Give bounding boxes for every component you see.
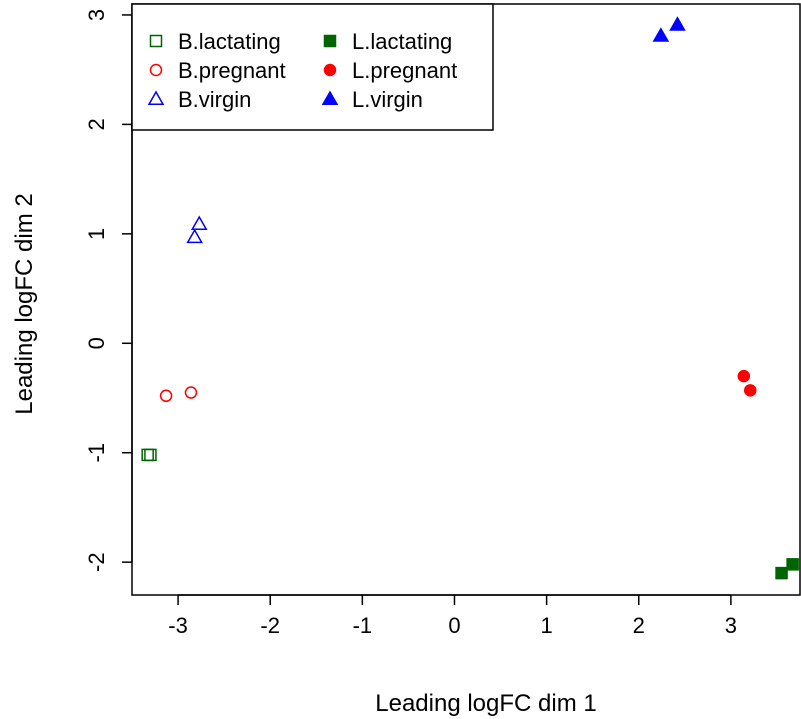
- legend: B.lactating L.lactating B.pregnant L.pregna…: [131, 3, 494, 131]
- x-tick-label: 1: [540, 613, 552, 638]
- data-point-l-virgin: [669, 16, 686, 31]
- y-tick-label: 2: [84, 118, 109, 130]
- legend-box: [131, 3, 494, 131]
- data-point-l-lactating: [786, 558, 799, 571]
- x-tick-label: 0: [448, 613, 460, 638]
- legend-label: L.lactating: [352, 29, 452, 54]
- data-points: [141, 16, 799, 580]
- legend-label: L.virgin: [352, 87, 423, 112]
- legend-label: L.pregnant: [352, 58, 457, 83]
- x-axis-label: Leading logFC dim 1: [375, 690, 596, 717]
- y-tick-label: 0: [84, 337, 109, 349]
- legend-label: B.lactating: [178, 29, 281, 54]
- legend-label: B.pregnant: [178, 58, 286, 83]
- x-tick-label: -2: [260, 613, 280, 638]
- x-tick-label: -3: [168, 613, 188, 638]
- x-tick-label: 2: [633, 613, 645, 638]
- legend-label: B.virgin: [178, 87, 251, 112]
- data-point-l-pregnant: [743, 384, 757, 397]
- legend-marker: [149, 34, 163, 48]
- x-tick-label: -1: [353, 613, 373, 638]
- y-tick-label: -1: [84, 443, 109, 463]
- data-point-l-lactating: [775, 566, 788, 580]
- legend-marker: [323, 63, 337, 77]
- x-tick-label: 3: [725, 613, 737, 638]
- data-point-b-lactating: [144, 448, 157, 462]
- data-point-l-virgin: [652, 27, 670, 42]
- y-tick-label: 1: [84, 228, 109, 240]
- data-point-b-virgin: [190, 215, 208, 230]
- data-point-l-pregnant: [737, 369, 751, 383]
- y-axis-label: Leading logFC dim 2: [11, 193, 38, 414]
- legend-marker: [147, 90, 165, 105]
- y-tick-label: -2: [84, 552, 109, 572]
- legend-marker: [321, 90, 339, 105]
- data-point-b-pregnant: [184, 386, 198, 399]
- legend-marker: [323, 34, 337, 48]
- y-tick-label: 3: [84, 9, 109, 21]
- data-point-b-pregnant: [159, 389, 173, 403]
- data-point-b-virgin: [186, 228, 203, 244]
- legend-marker: [149, 63, 163, 77]
